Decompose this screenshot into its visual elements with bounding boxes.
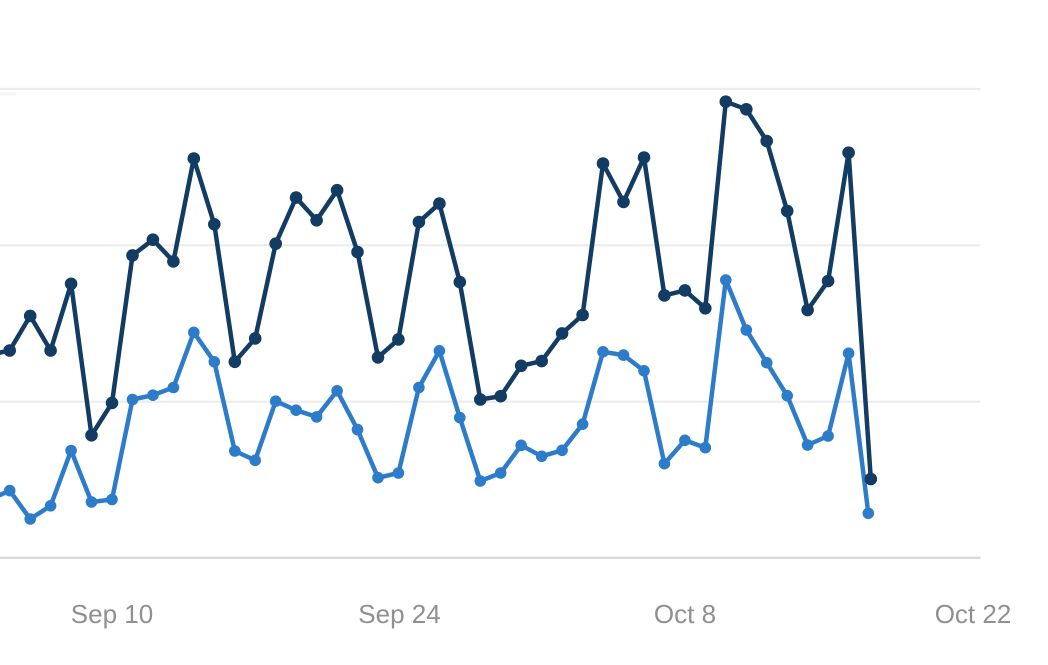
svg-text:Sep 24: Sep 24 [358, 599, 440, 629]
svg-text:Oct 8: Oct 8 [654, 599, 716, 629]
svg-text:Oct 22: Oct 22 [935, 599, 1012, 629]
svg-text:Sep 10: Sep 10 [71, 599, 153, 629]
